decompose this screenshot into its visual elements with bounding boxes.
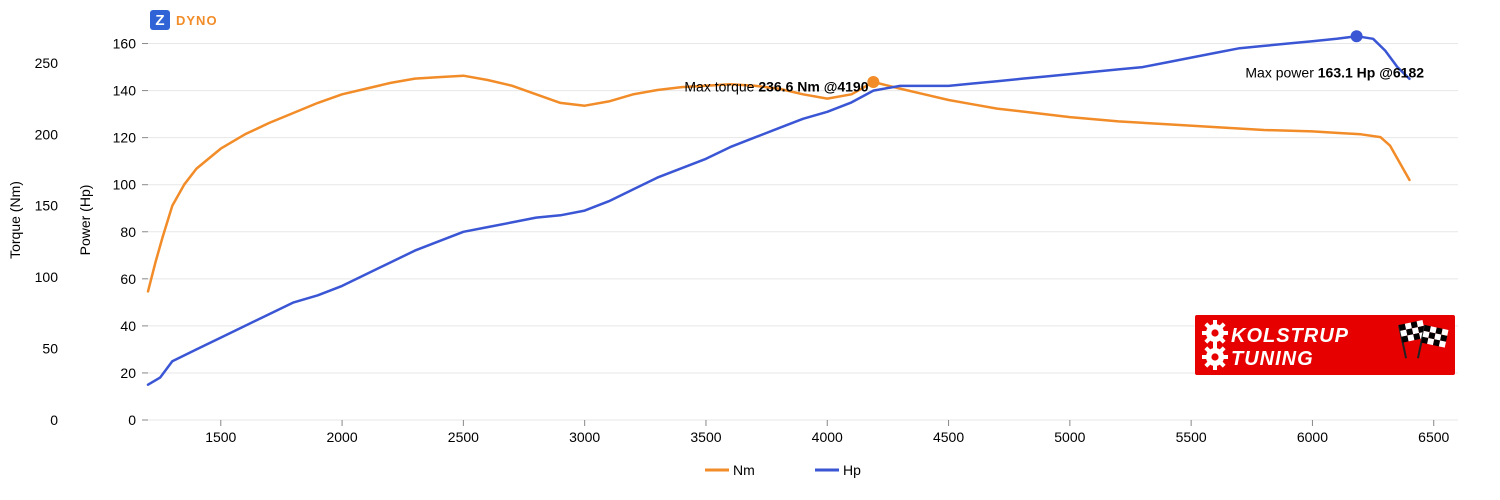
- torque-tick-label: 150: [35, 198, 59, 214]
- peak-marker: [867, 76, 879, 88]
- power-tick-label: 80: [120, 224, 136, 240]
- legend-label: Hp: [843, 462, 861, 478]
- power-tick-label: 100: [113, 177, 137, 193]
- power-tick-label: 120: [113, 130, 137, 146]
- torque-tick-label: 200: [35, 126, 59, 142]
- x-tick-label: 3500: [690, 429, 721, 445]
- power-tick-label: 0: [128, 412, 136, 428]
- annotation: Max torque 236.6 Nm @4190: [684, 78, 868, 94]
- x-tick-label: 2500: [448, 429, 479, 445]
- power-axis-title: Power (Hp): [77, 185, 93, 256]
- x-tick-label: 3000: [569, 429, 600, 445]
- power-tick-label: 20: [120, 365, 136, 381]
- dyno-logo: Z DYNO: [150, 10, 218, 30]
- x-tick-label: 4500: [933, 429, 964, 445]
- x-tick-label: 1500: [205, 429, 236, 445]
- power-tick-label: 40: [120, 318, 136, 334]
- x-tick-label: 6000: [1297, 429, 1328, 445]
- x-tick-label: 5500: [1176, 429, 1207, 445]
- power-tick-label: 160: [113, 36, 137, 52]
- kolstrup-tuning-logo: KOLSTRUPTUNING: [1195, 315, 1455, 375]
- dyno-chart: 1500200025003000350040004500500055006000…: [0, 0, 1500, 500]
- power-tick-label: 140: [113, 83, 137, 99]
- svg-text:DYNO: DYNO: [176, 13, 218, 28]
- svg-text:Z: Z: [155, 12, 164, 29]
- x-tick-label: 2000: [326, 429, 357, 445]
- peak-marker: [1351, 30, 1363, 42]
- x-tick-label: 4000: [812, 429, 843, 445]
- x-tick-label: 6500: [1418, 429, 1449, 445]
- torque-tick-label: 50: [42, 341, 58, 357]
- power-tick-label: 60: [120, 271, 136, 287]
- torque-axis-title: Torque (Nm): [7, 181, 23, 259]
- torque-tick-label: 250: [35, 55, 59, 71]
- svg-text:KOLSTRUP: KOLSTRUP: [1231, 325, 1349, 347]
- torque-tick-label: 0: [50, 412, 58, 428]
- x-tick-label: 5000: [1054, 429, 1085, 445]
- svg-text:TUNING: TUNING: [1231, 348, 1314, 370]
- legend-label: Nm: [733, 462, 755, 478]
- annotation: Max power 163.1 Hp @6182: [1245, 64, 1424, 80]
- torque-tick-label: 100: [35, 269, 59, 285]
